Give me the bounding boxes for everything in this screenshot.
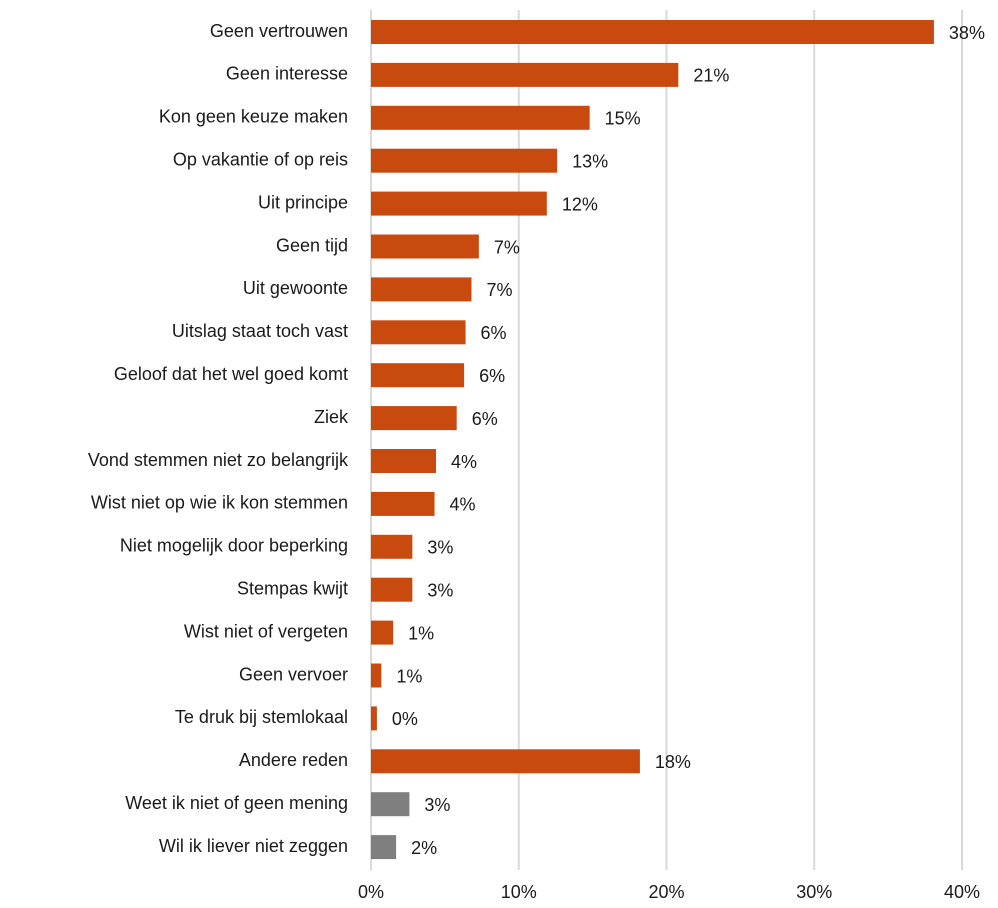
bar: [371, 534, 413, 559]
data-label: 6%: [481, 323, 507, 343]
bar: [371, 105, 590, 130]
category-label: Geen vertrouwen: [210, 21, 348, 41]
category-label: Wist niet op wie ik kon stemmen: [91, 493, 348, 513]
bars: [371, 20, 934, 860]
category-label: Wil ik liever niet zeggen: [159, 836, 348, 856]
data-label: 13%: [572, 151, 608, 171]
bar: [371, 577, 413, 602]
category-label: Vond stemmen niet zo belangrijk: [88, 450, 349, 470]
bar: [371, 191, 547, 216]
data-label: 4%: [451, 452, 477, 472]
category-label: Uit gewoonte: [243, 278, 348, 298]
bar: [371, 320, 466, 345]
data-label: 12%: [562, 194, 598, 214]
bar: [371, 792, 410, 817]
value-labels: 38% 21% 15% 13% 12% 7% 7% 6% 6% 6% 4% 4% 3% 3% 1% 1% 0% 1…: [392, 23, 985, 858]
bar: [371, 277, 472, 302]
data-label: 6%: [472, 409, 498, 429]
bar: [371, 835, 397, 860]
bar: [371, 491, 435, 516]
x-tick-label: 30%: [796, 882, 832, 902]
category-label: Andere reden: [239, 750, 348, 770]
category-label: Ziek: [314, 407, 349, 427]
bar: [371, 663, 382, 688]
category-label: Te druk bij stemlokaal: [175, 707, 348, 727]
data-label: 6%: [479, 366, 505, 386]
data-label: 3%: [427, 538, 453, 558]
category-label: Uitslag staat toch vast: [172, 321, 348, 341]
data-label: 21%: [693, 66, 729, 86]
category-label: Niet mogelijk door beperking: [120, 536, 348, 556]
data-label: 18%: [655, 752, 691, 772]
data-label: 0%: [392, 709, 418, 729]
category-label: Stempas kwijt: [237, 578, 348, 598]
category-label: Op vakantie of op reis: [173, 149, 348, 169]
data-label: 2%: [411, 838, 437, 858]
category-label: Geen interesse: [226, 64, 348, 84]
category-label: Geen tijd: [276, 235, 348, 255]
category-label: Geen vervoer: [239, 664, 348, 684]
bar: [371, 20, 934, 44]
data-label: 4%: [450, 495, 476, 515]
category-label: Wist niet of vergeten: [184, 621, 348, 641]
data-label: 15%: [605, 109, 641, 129]
bar: [371, 363, 465, 388]
bar: [371, 148, 558, 173]
bar: [371, 406, 457, 431]
category-label: Geloof dat het wel goed komt: [114, 364, 348, 384]
data-label: 1%: [396, 666, 422, 686]
x-tick-label: 20%: [648, 882, 684, 902]
data-label: 7%: [486, 280, 512, 300]
gridlines: [370, 10, 963, 870]
bar: [371, 449, 437, 473]
data-label: 38%: [949, 23, 985, 43]
bar: [371, 234, 479, 259]
bar: [371, 749, 640, 774]
x-axis-tick-labels: 0% 10% 20% 30% 40%: [358, 882, 980, 902]
data-label: 3%: [424, 795, 450, 815]
bar: [371, 62, 679, 87]
data-label: 7%: [494, 237, 520, 257]
x-tick-label: 10%: [501, 882, 537, 902]
bar: [371, 620, 394, 645]
category-label: Uit principe: [258, 192, 348, 212]
category-labels: Geen vertrouwen Geen interesse Kon geen ke…: [88, 21, 349, 856]
category-label: Kon geen keuze maken: [159, 107, 348, 127]
data-label: 1%: [408, 623, 434, 643]
bar: [371, 706, 377, 731]
x-tick-label: 40%: [944, 882, 980, 902]
x-tick-label: 0%: [358, 882, 384, 902]
category-label: Weet ik niet of geen mening: [125, 793, 348, 813]
data-label: 3%: [427, 580, 453, 600]
